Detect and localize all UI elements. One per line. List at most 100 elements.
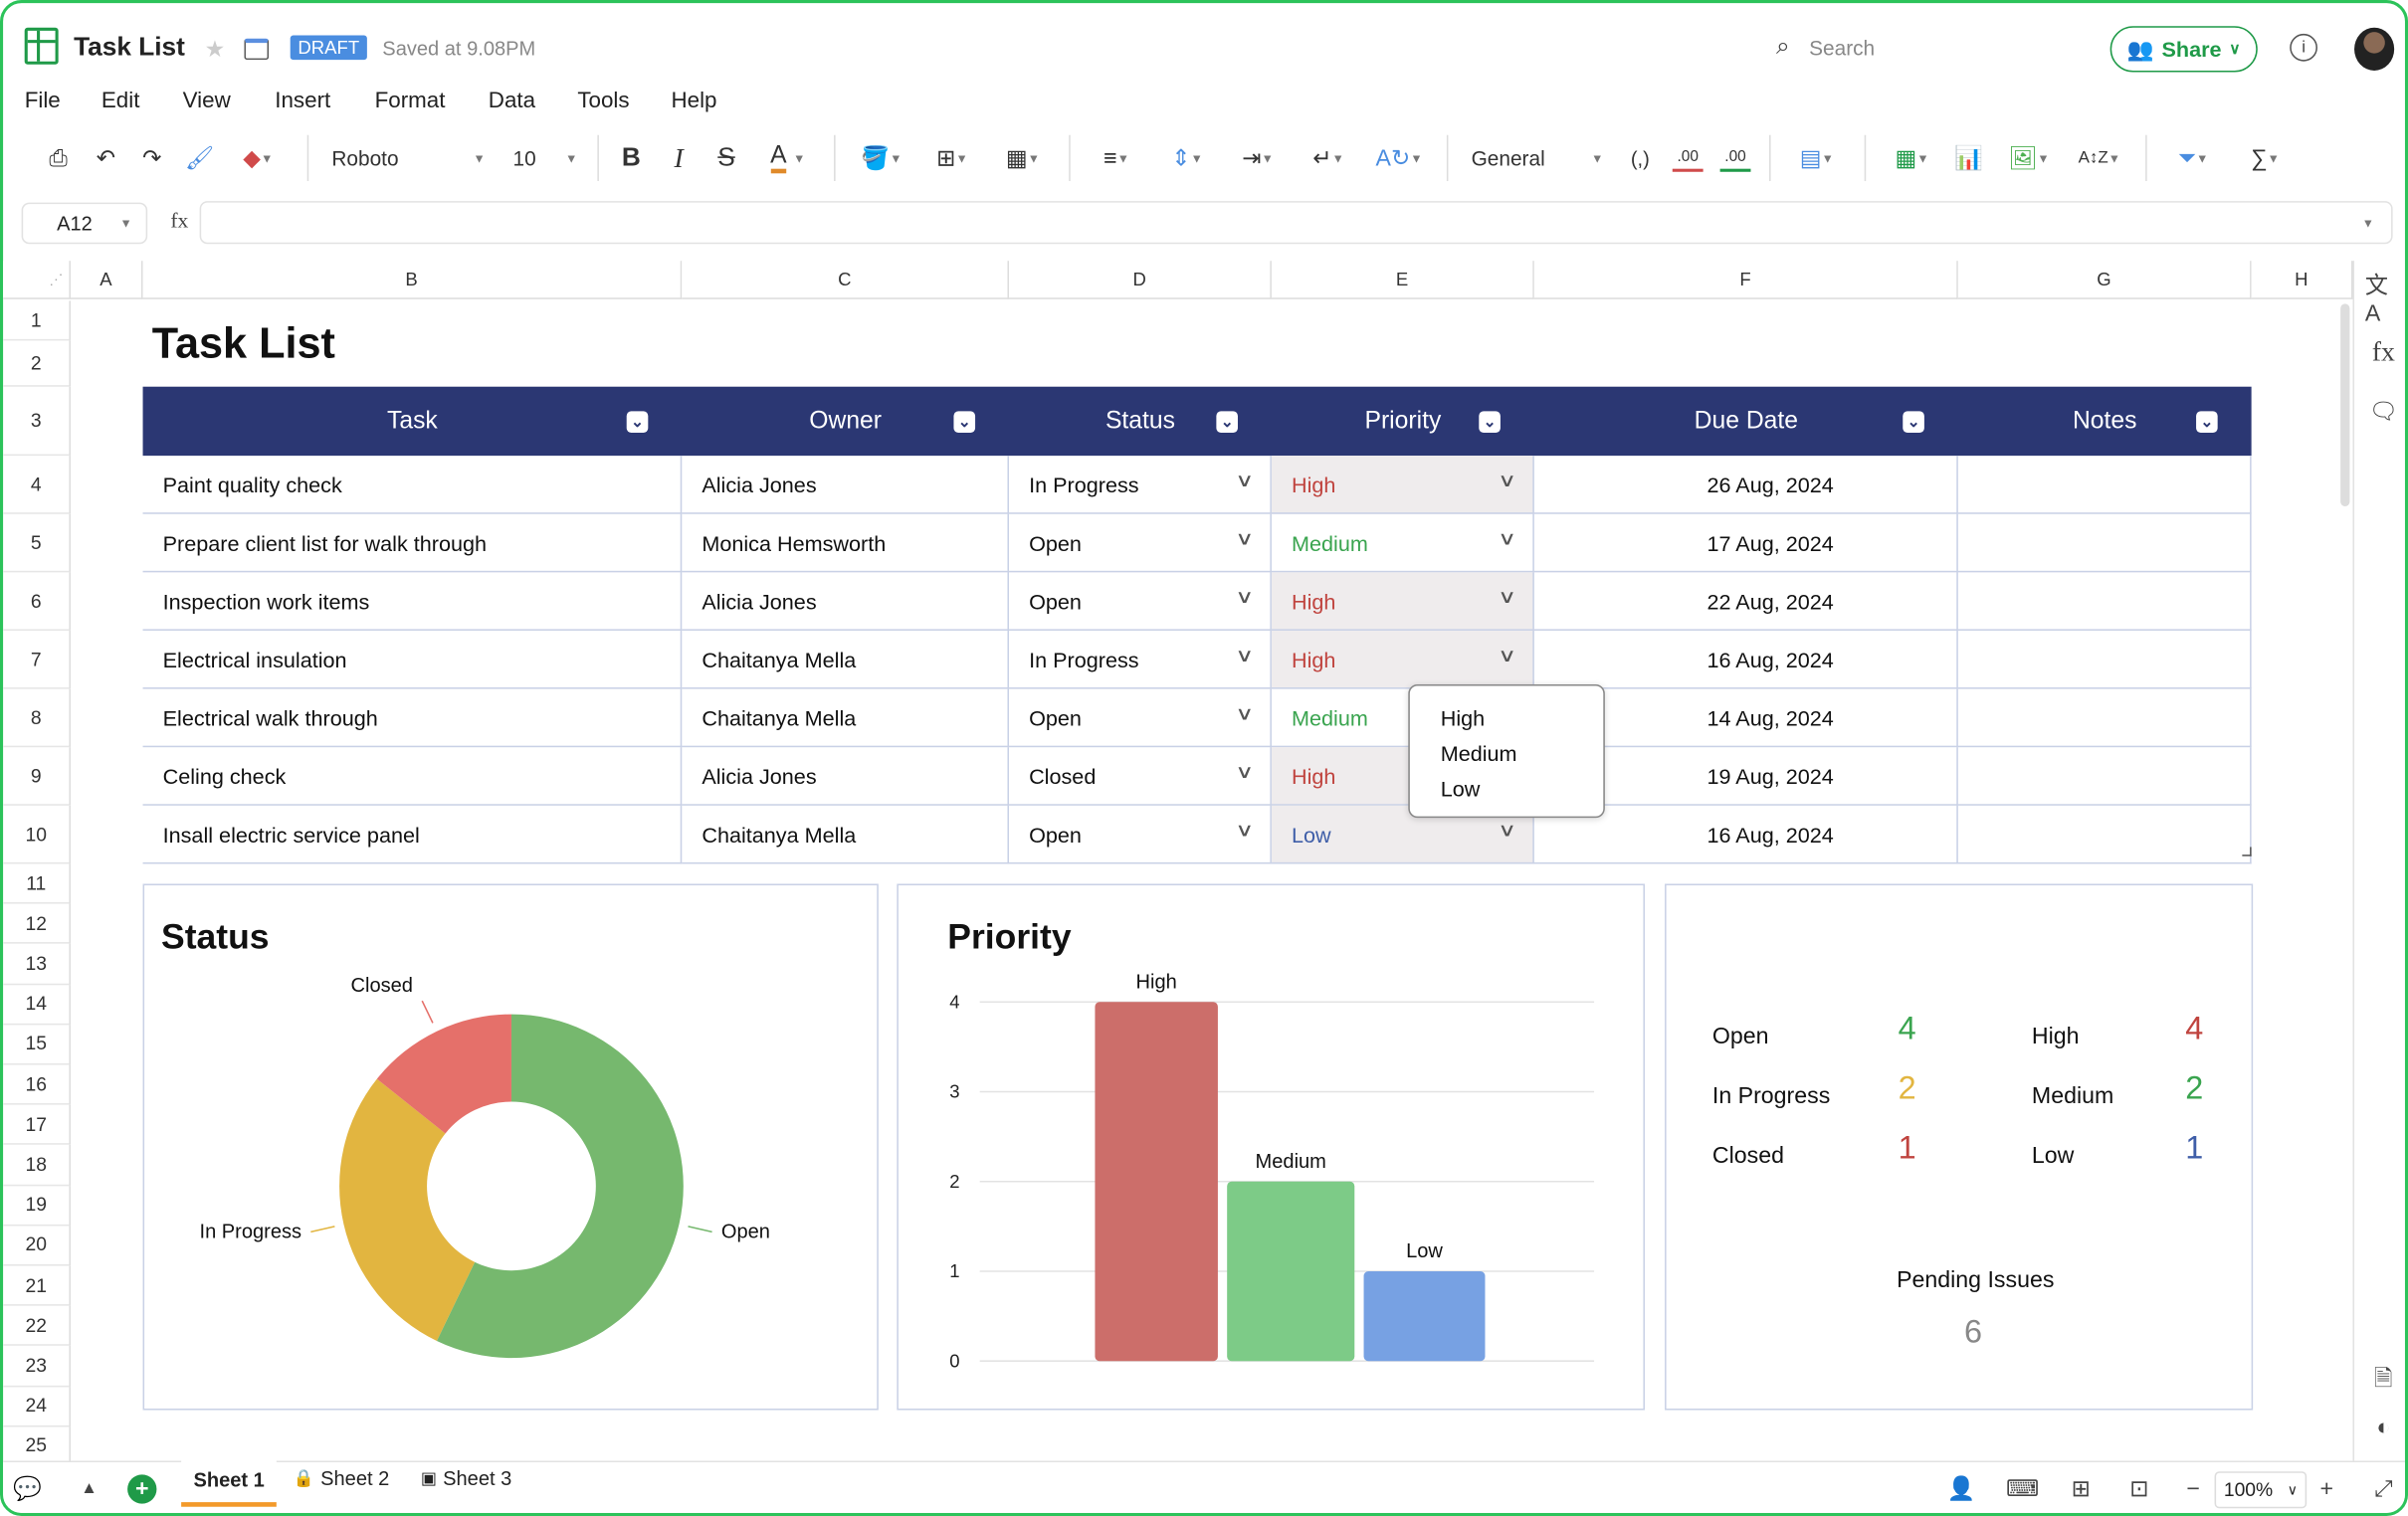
- cell-due[interactable]: 16 Aug, 2024: [1533, 630, 1958, 689]
- zoom-out-button[interactable]: −: [2186, 1475, 2200, 1502]
- row-header-3[interactable]: 3: [3, 386, 71, 457]
- cell-task[interactable]: Celing check: [142, 747, 683, 806]
- row-header-4[interactable]: 4: [3, 456, 71, 514]
- freeze-panes-icon[interactable]: ⊞: [2071, 1475, 2092, 1503]
- cell-priority[interactable]: High ∨: [1271, 456, 1534, 514]
- row-header-7[interactable]: 7: [3, 630, 71, 689]
- merge-cells-icon[interactable]: ▦ ▼: [1005, 145, 1040, 172]
- row-header-20[interactable]: 20: [3, 1226, 71, 1266]
- menu-tools[interactable]: Tools: [577, 89, 630, 114]
- cell-status[interactable]: In Progress ∨: [1009, 630, 1272, 689]
- comma-style-button[interactable]: (,): [1630, 146, 1650, 170]
- menu-edit[interactable]: Edit: [100, 89, 140, 114]
- cell-task[interactable]: Electrical walk through: [142, 688, 683, 748]
- cell-task[interactable]: Electrical insulation: [142, 630, 683, 689]
- cell-owner[interactable]: Monica Hemsworth: [682, 513, 1010, 573]
- vertical-align-icon[interactable]: ⇕ ▼: [1171, 145, 1203, 172]
- column-header-g[interactable]: G: [1957, 261, 2252, 299]
- fit-icon[interactable]: ⊡: [2129, 1475, 2149, 1503]
- cell-reference-box[interactable]: A12 ▼: [21, 202, 148, 245]
- filter-dropdown-icon[interactable]: ⌄: [2196, 411, 2218, 433]
- chevron-down-icon[interactable]: ∨: [1498, 527, 1517, 550]
- row-header-24[interactable]: 24: [3, 1386, 71, 1427]
- dropdown-option-low[interactable]: Low: [1440, 776, 1481, 802]
- cell-owner[interactable]: Chaitanya Mella: [682, 688, 1010, 748]
- cell-due[interactable]: 26 Aug, 2024: [1533, 456, 1958, 514]
- column-header-c[interactable]: C: [682, 261, 1010, 299]
- menu-view[interactable]: View: [182, 89, 231, 114]
- row-header-19[interactable]: 19: [3, 1185, 71, 1227]
- increase-decimal-button[interactable]: .00: [1719, 144, 1751, 172]
- wrap-text-icon[interactable]: ↵ ▼: [1312, 145, 1344, 172]
- column-header-a[interactable]: A: [70, 261, 143, 299]
- filter-icon[interactable]: ⏷ ▼: [2177, 144, 2209, 171]
- insert-table-icon[interactable]: ▦ ▼: [1895, 145, 1929, 172]
- filter-dropdown-icon[interactable]: ⌄: [626, 411, 649, 433]
- strikethrough-button[interactable]: S: [717, 142, 735, 172]
- chevron-down-icon[interactable]: ∨: [1235, 586, 1255, 608]
- paint-format-icon[interactable]: 🖌: [184, 145, 215, 172]
- filter-dropdown-icon[interactable]: ⌄: [1903, 411, 1924, 433]
- menu-insert[interactable]: Insert: [275, 89, 331, 114]
- cell-notes[interactable]: [1957, 513, 2252, 573]
- formula-expand-icon[interactable]: ▼: [2361, 216, 2374, 231]
- sheet-list-up-icon[interactable]: ▲: [81, 1478, 98, 1498]
- cell-status[interactable]: Open ∨: [1009, 572, 1272, 631]
- row-header-23[interactable]: 23: [3, 1346, 71, 1387]
- redo-icon[interactable]: ↷: [142, 145, 162, 172]
- translate-icon[interactable]: 文A: [2364, 273, 2389, 327]
- table-resize-handle[interactable]: [2242, 847, 2252, 856]
- cell-status[interactable]: Closed ∨: [1009, 747, 1272, 806]
- cell-notes[interactable]: [1957, 688, 2252, 748]
- chevron-down-icon[interactable]: ∨: [1235, 470, 1255, 491]
- cell-due[interactable]: 16 Aug, 2024: [1533, 805, 1958, 864]
- sheet-tab-3[interactable]: ▣ Sheet 3: [421, 1467, 511, 1490]
- align-left-icon[interactable]: ≡ ▼: [1104, 144, 1129, 171]
- cell-task[interactable]: Inspection work items: [142, 572, 683, 631]
- document-title[interactable]: Task List: [74, 32, 185, 62]
- search-icon[interactable]: ⌕: [1775, 33, 1790, 61]
- row-header-1[interactable]: 1: [3, 300, 71, 341]
- cell-due[interactable]: 17 Aug, 2024: [1533, 513, 1958, 573]
- column-header-h[interactable]: H: [2251, 261, 2353, 299]
- chevron-down-icon[interactable]: ∨: [1498, 470, 1517, 491]
- cell-task[interactable]: Paint quality check: [142, 456, 683, 514]
- theme-icon[interactable]: ◐: [2376, 1414, 2391, 1440]
- chevron-down-icon[interactable]: ∨: [1498, 586, 1517, 608]
- status-chart-panel[interactable]: Status Open In Progress Closed: [142, 883, 879, 1411]
- cell-status[interactable]: Open ∨: [1009, 513, 1272, 573]
- row-header-2[interactable]: 2: [3, 340, 71, 387]
- menu-format[interactable]: Format: [374, 89, 446, 114]
- number-format-select[interactable]: General ▼: [1471, 146, 1604, 170]
- bar-high[interactable]: [1095, 1002, 1218, 1362]
- cell-task[interactable]: Prepare client list for walk through: [142, 513, 683, 573]
- cell-due[interactable]: 14 Aug, 2024: [1533, 688, 1958, 748]
- collaborator-icon[interactable]: 👤: [1946, 1475, 1976, 1503]
- row-header-12[interactable]: 12: [3, 903, 71, 945]
- row-header-15[interactable]: 15: [3, 1025, 71, 1065]
- add-sheet-button[interactable]: +: [127, 1474, 157, 1504]
- comment-icon[interactable]: 🗨: [2368, 399, 2399, 426]
- font-family-select[interactable]: Roboto ▼: [331, 146, 486, 170]
- table-format-icon[interactable]: ▤ ▼: [1799, 145, 1834, 172]
- filter-dropdown-icon[interactable]: ⌄: [953, 411, 976, 433]
- italic-button[interactable]: I: [674, 141, 684, 173]
- bar-medium[interactable]: [1227, 1181, 1355, 1362]
- zoom-select[interactable]: 100% ∨: [2214, 1471, 2308, 1509]
- cell-due[interactable]: 22 Aug, 2024: [1533, 572, 1958, 631]
- column-header-d[interactable]: D: [1009, 261, 1272, 299]
- row-header-22[interactable]: 22: [3, 1305, 71, 1347]
- cell-priority[interactable]: High ∨: [1271, 572, 1534, 631]
- cell-owner[interactable]: Chaitanya Mella: [682, 805, 1010, 864]
- clear-format-icon[interactable]: ◆ ▼: [243, 145, 274, 172]
- menu-file[interactable]: File: [24, 89, 61, 114]
- row-header-6[interactable]: 6: [3, 572, 71, 631]
- row-header-14[interactable]: 14: [3, 984, 71, 1026]
- fullscreen-icon[interactable]: ⤢: [2374, 1475, 2393, 1502]
- review-icon[interactable]: 🗎: [2374, 1365, 2393, 1392]
- row-header-8[interactable]: 8: [3, 688, 71, 748]
- sheet-tab-1[interactable]: Sheet 1: [181, 1457, 278, 1507]
- zoom-in-button[interactable]: +: [2319, 1475, 2334, 1502]
- row-header-21[interactable]: 21: [3, 1265, 71, 1306]
- text-rotate-icon[interactable]: A↻ ▼: [1375, 145, 1423, 172]
